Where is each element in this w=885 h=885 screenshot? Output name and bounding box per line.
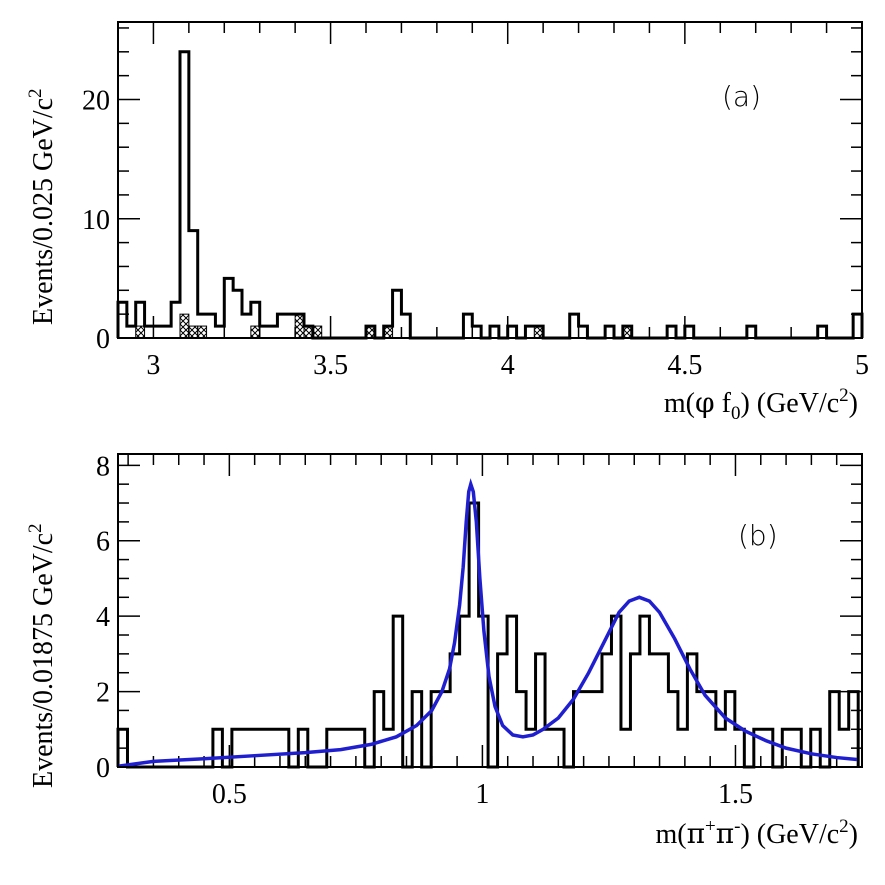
y-tick-label: 2 xyxy=(96,678,110,709)
panel-b-frame xyxy=(117,453,863,768)
panel-b-fit-curve xyxy=(117,478,858,768)
panel-a-y-axis-title: Events/0.025 GeV/c2 xyxy=(25,88,59,325)
y-tick-label: 0 xyxy=(96,324,110,355)
panel-a-label: (a) xyxy=(722,80,761,113)
x-tick-label: 1.5 xyxy=(718,779,753,810)
panel-a-x-axis-title: m(φ f0) (GeV/c2) xyxy=(664,385,858,424)
y-tick-label: 8 xyxy=(96,451,110,482)
y-tick-label: 0 xyxy=(96,753,110,784)
x-tick-label: 4 xyxy=(501,350,515,381)
panel-b-ticks xyxy=(118,454,863,768)
background-bar xyxy=(188,325,199,339)
panel-a-ticks xyxy=(117,22,863,339)
x-tick-label: 3.5 xyxy=(313,350,348,381)
y-tick-label: 20 xyxy=(82,86,110,117)
x-tick-label: 3 xyxy=(146,350,160,381)
x-tick-label: 4.5 xyxy=(667,350,702,381)
panel-b-x-tick-labels: 0.5 1 1.5 xyxy=(212,779,753,810)
background-bar xyxy=(250,325,261,339)
y-tick-label: 10 xyxy=(82,205,110,236)
panel-a: 3 3.5 4 4.5 5 0 10 20 (a) m(φ f0) (GeV/c2) Eve… xyxy=(25,21,869,424)
panel-a-y-tick-labels: 0 10 20 xyxy=(82,86,110,355)
y-tick-label: 4 xyxy=(96,602,110,633)
background-bar xyxy=(197,325,208,339)
panel-b-y-tick-labels: 0 2 4 6 8 xyxy=(96,451,110,784)
panel-a-x-tick-labels: 3 3.5 4 4.5 5 xyxy=(146,350,869,381)
panel-b-x-axis-title: m(π+π-) (GeV/c2) xyxy=(655,816,858,850)
x-tick-label: 0.5 xyxy=(212,779,247,810)
x-tick-label: 5 xyxy=(855,350,869,381)
x-tick-label: 1 xyxy=(475,779,489,810)
panel-b-label: (b) xyxy=(738,519,778,552)
y-tick-label: 6 xyxy=(96,527,110,558)
panel-b: 0.5 1 1.5 0 2 4 6 8 (b) m(π+π-) (GeV/c2) Event… xyxy=(25,451,863,850)
panel-a-frame xyxy=(117,21,863,339)
background-bar xyxy=(179,313,190,339)
panel-b-y-axis-title: Events/0.01875 GeV/c2 xyxy=(25,523,59,788)
background-bar xyxy=(135,325,146,339)
